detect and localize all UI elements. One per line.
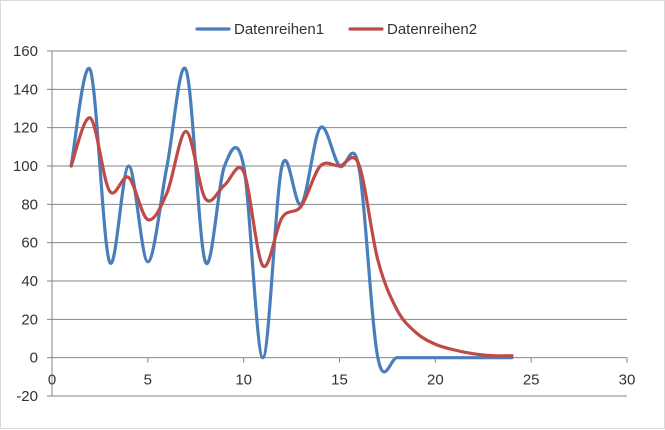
x-tick-label: 30: [619, 372, 636, 389]
x-tick-label: 15: [331, 372, 348, 389]
legend-label-2: Datenreihen2: [387, 21, 477, 38]
y-tick-label: 0: [30, 350, 38, 367]
y-tick-label: 60: [21, 235, 38, 252]
series-line-2: [69, 116, 514, 358]
y-tick-label: 40: [21, 273, 38, 290]
x-tick-label: 25: [523, 372, 540, 389]
x-tick-label: 0: [48, 372, 56, 389]
x-tick-label: 10: [235, 372, 252, 389]
y-tick-labels: -20 0 20 40 60 80 100 120 140 160: [13, 43, 38, 405]
legend: Datenreihen1 Datenreihen2: [195, 21, 477, 38]
y-tick-label: 100: [13, 158, 38, 175]
series-lines: [69, 66, 514, 374]
y-tick-label: 80: [21, 196, 38, 213]
series-line-1: [69, 66, 514, 374]
y-tick-label: 20: [21, 311, 38, 328]
y-tick-label: 120: [13, 120, 38, 137]
legend-label-1: Datenreihen1: [234, 21, 324, 38]
y-tick-label: -20: [16, 388, 38, 405]
x-tick-label: 5: [144, 372, 152, 389]
y-tick-label: 140: [13, 81, 38, 98]
x-tick-labels: 0 5 10 15 20 25 30: [48, 372, 636, 389]
axes: [47, 50, 628, 397]
x-tick-label: 20: [427, 372, 444, 389]
y-tick-label: 160: [13, 43, 38, 60]
